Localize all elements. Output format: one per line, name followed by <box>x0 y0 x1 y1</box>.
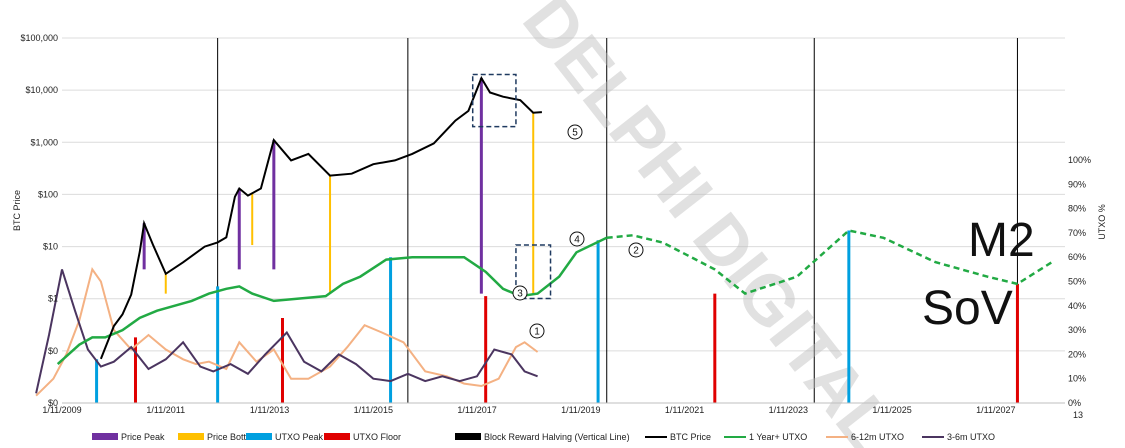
y-left-tick-label: $0 <box>48 398 58 408</box>
callouts: 1 2 3 4 5 <box>512 124 644 339</box>
y-right-tick-label: 40% <box>1068 301 1086 311</box>
x-tick-label: 1/11/2013 <box>250 405 289 415</box>
legend-label: 6-12m UTXO <box>851 432 904 442</box>
legend-label: BTC Price <box>670 432 711 442</box>
legend: Price Peak Price Bottom UTXO Peak UTXO Floo… <box>92 432 995 442</box>
page-number: 13 <box>1073 410 1083 420</box>
callout-circle <box>567 124 583 140</box>
x-tick-label: 1/11/2027 <box>976 405 1015 415</box>
sov-label: SoV <box>922 282 1013 335</box>
callout-circle <box>569 231 585 247</box>
y-right-tick-label: 90% <box>1068 179 1086 189</box>
y-left-tick-label: $100,000 <box>20 33 58 43</box>
y-left-tick-label: $0 <box>48 346 58 356</box>
y-right-tick-label: 30% <box>1068 325 1086 335</box>
x-tick-label: 1/11/2025 <box>872 405 911 415</box>
legend-swatch <box>92 433 118 440</box>
y-left-tick-label: $10 <box>43 242 58 252</box>
callout-circle <box>628 242 644 258</box>
series-3-6m-utxo <box>35 269 538 394</box>
series-1y-utxo-projection <box>606 229 1053 295</box>
callout-circle <box>512 285 528 301</box>
m2-label: M2 <box>968 214 1035 267</box>
x-tick-label: 1/11/2009 <box>42 405 81 415</box>
legend-label: 1 Year+ UTXO <box>749 432 807 442</box>
legend-swatch <box>455 433 481 440</box>
callout-circle <box>529 323 545 339</box>
y-left-tick-label: $1 <box>48 294 58 304</box>
callout-number: 5 <box>572 128 578 139</box>
y-left-axis-title: BTC Price <box>12 190 22 231</box>
highlight-box-top <box>471 73 517 128</box>
legend-label: Block Reward Halving (Vertical Line) <box>484 432 630 442</box>
legend-label: UTXO Peak <box>275 432 324 442</box>
legend-label: 3-6m UTXO <box>947 432 995 442</box>
y-right-tick-label: 70% <box>1068 228 1086 238</box>
highlight-box-recovery <box>515 244 552 300</box>
y-right-tick-label: 0% <box>1068 398 1081 408</box>
x-tick-label: 1/11/2021 <box>665 405 704 415</box>
callout-number: 3 <box>517 289 523 300</box>
legend-swatch <box>324 433 350 440</box>
x-tick-label: 1/11/2023 <box>769 405 808 415</box>
y-right-tick-label: 10% <box>1068 374 1086 384</box>
callout-number: 4 <box>574 235 580 246</box>
x-tick-label: 1/11/2017 <box>457 405 496 415</box>
callout-number: 2 <box>633 246 639 257</box>
legend-swatch <box>246 433 272 440</box>
series-btc-price <box>99 75 542 360</box>
y-right-tick-label: 60% <box>1068 252 1086 262</box>
legend-swatch <box>178 433 204 440</box>
y-left-tick-label: $10,000 <box>25 85 58 95</box>
y-right-axis-title: UTXO % <box>1097 204 1107 240</box>
legend-label: Price Bottom <box>207 432 259 442</box>
legend-label: Price Peak <box>121 432 165 442</box>
legend-label: UTXO Floor <box>353 432 401 442</box>
y-left-tick-label: $1,000 <box>30 137 58 147</box>
highlight-boxes <box>471 73 552 300</box>
x-tick-label: 1/11/2011 <box>146 405 185 415</box>
y-right-tick-label: 50% <box>1068 277 1086 287</box>
y-right-tick-label: 20% <box>1068 349 1086 359</box>
y-right-tick-label: 80% <box>1068 204 1086 214</box>
x-tick-label: 1/11/2015 <box>354 405 393 415</box>
gridlines <box>62 37 1065 404</box>
event-bars <box>95 78 1019 403</box>
y-left-tick-label: $100 <box>38 189 58 199</box>
y-right-tick-label: 100% <box>1068 155 1091 165</box>
axes: $100,000 $10,000 $1,000 $100 $10 $1 $0 $0 100% 90… <box>12 33 1107 415</box>
series-1y-utxo <box>56 236 608 366</box>
x-tick-label: 1/11/2019 <box>561 405 600 415</box>
callout-number: 1 <box>534 327 540 338</box>
series-lines <box>35 75 1053 397</box>
